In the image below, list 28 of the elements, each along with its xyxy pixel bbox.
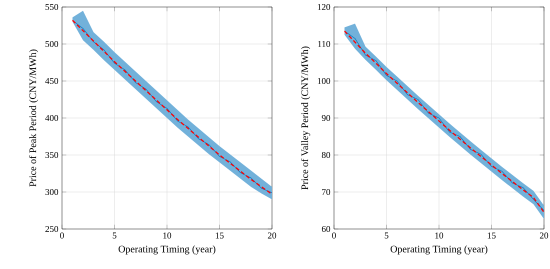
x-axis-title: Operating Timing (year) (390, 245, 488, 254)
x-tick-label: 0 (332, 232, 336, 239)
x-tick-label: 0 (60, 232, 64, 239)
y-axis-title: Price of Valley Period (CNY/MWh) (301, 46, 310, 190)
y-tick-label: 350 (45, 152, 58, 158)
y-tick-label: 70 (322, 188, 330, 196)
y-tick-label: 500 (46, 40, 58, 48)
x-tick-label: 15 (488, 232, 496, 239)
y-tick-label: 300 (45, 188, 58, 196)
x-tick-label: 20 (268, 232, 276, 239)
x-tick-label: 5 (384, 232, 388, 238)
y-tick-label: 100 (318, 78, 330, 84)
x-tick-label: 5 (112, 232, 116, 238)
y-tick-label: 90 (322, 114, 330, 122)
x-tick-label: 10 (163, 232, 172, 239)
y-axis-title: Price of Peak Period (CNY/MWh) (29, 50, 38, 187)
y-tick-label: 120 (318, 4, 330, 10)
x-axis-title: Operating Timing (year) (118, 245, 216, 254)
x-tick-label: 10 (435, 232, 444, 239)
y-tick-label: 400 (45, 114, 58, 122)
y-tick-label: 450 (45, 78, 58, 84)
y-tick-label: 110 (318, 40, 330, 48)
x-tick-label: 15 (216, 232, 224, 239)
x-tick-label: 20 (540, 232, 548, 239)
y-tick-label: 60 (322, 226, 330, 232)
y-tick-label: 550 (46, 4, 58, 10)
y-tick-label: 250 (45, 226, 58, 232)
y-tick-label: 80 (322, 152, 330, 158)
